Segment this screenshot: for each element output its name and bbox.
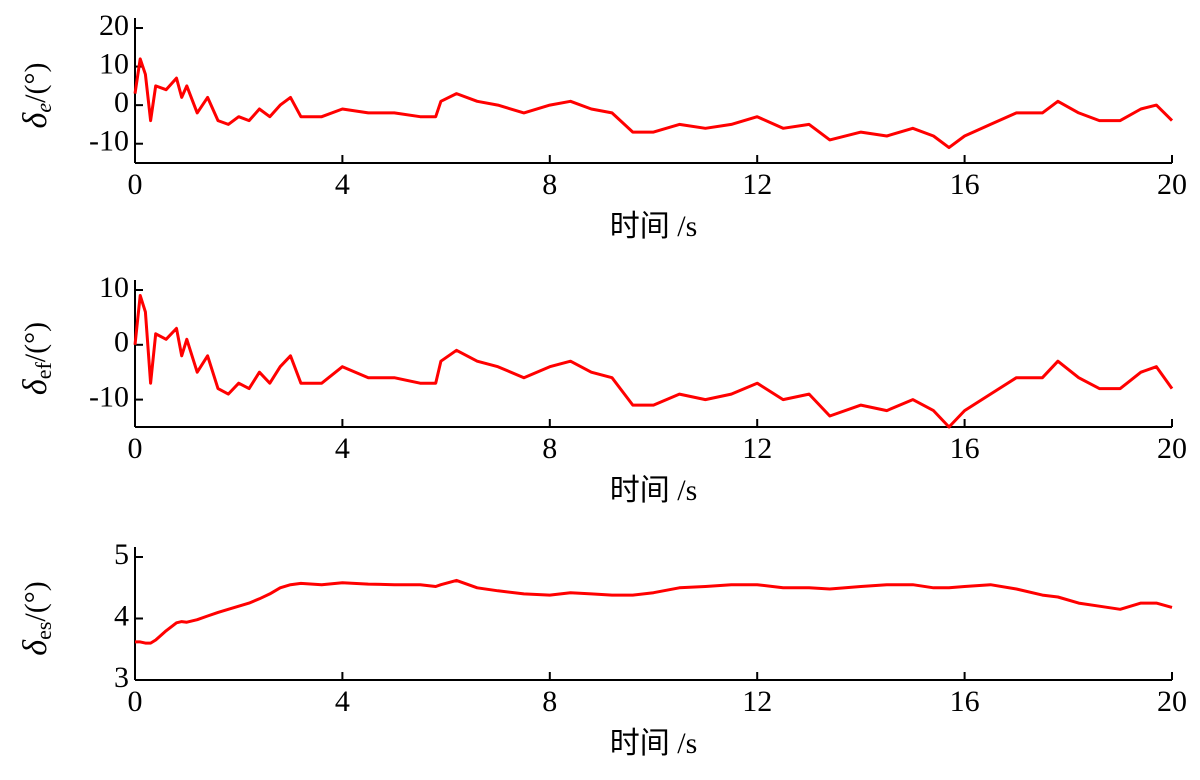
x-tick-label: 12 (742, 168, 772, 201)
x-tick-label: 4 (335, 168, 350, 201)
x-tick-label: 20 (1157, 685, 1187, 718)
x-axis-label: 时间 /s (610, 210, 698, 243)
y-tick-label: 0 (114, 326, 129, 359)
y-tick-label: 4 (114, 599, 129, 632)
y-tick-label: -10 (89, 380, 129, 413)
x-tick-label: 20 (1157, 168, 1187, 201)
y-label-unit: /(°) (19, 63, 52, 103)
y-axis-label: δef/(°) (17, 322, 56, 395)
y-tick-label: 3 (114, 661, 129, 694)
y-axis-label: δe/(°) (17, 63, 56, 129)
x-tick-label: 16 (950, 685, 980, 718)
y-label-subscript: ef (31, 362, 56, 380)
y-tick-label: 5 (114, 538, 129, 571)
y-tick-label: -10 (89, 125, 129, 158)
x-tick-label: 0 (128, 432, 143, 465)
data-line (133, 294, 1174, 429)
x-tick-label: 12 (742, 432, 772, 465)
data-line (135, 578, 1173, 645)
x-tick-label: 0 (128, 168, 143, 201)
x-tick-label: 16 (950, 168, 980, 201)
y-label-subscript: e (31, 103, 56, 113)
y-tick-label: 10 (99, 271, 129, 304)
x-axis-label: 时间 /s (610, 474, 698, 507)
y-tick-label: 20 (99, 9, 129, 42)
y-label-unit: /(°) (19, 581, 52, 621)
x-tick-label: 4 (335, 432, 350, 465)
y-label-subscript: es (31, 622, 56, 640)
x-axis-label: 时间 /s (610, 727, 698, 760)
y-tick-label: 10 (99, 47, 129, 80)
y-tick-label: 0 (114, 86, 129, 119)
y-axis-label: δes/(°) (17, 581, 56, 655)
x-tick-label: 8 (542, 685, 557, 718)
x-tick-label: 8 (542, 432, 557, 465)
x-tick-label: 8 (542, 168, 557, 201)
x-tick-label: 16 (950, 432, 980, 465)
x-tick-label: 12 (742, 685, 772, 718)
y-label-symbol: δ (17, 639, 54, 656)
y-label-symbol: δ (17, 378, 54, 395)
y-label-unit: /(°) (19, 322, 52, 362)
data-line (133, 57, 1174, 150)
y-label-symbol: δ (17, 111, 54, 128)
x-tick-label: 20 (1157, 432, 1187, 465)
x-tick-label: 0 (128, 685, 143, 718)
x-tick-label: 4 (335, 685, 350, 718)
